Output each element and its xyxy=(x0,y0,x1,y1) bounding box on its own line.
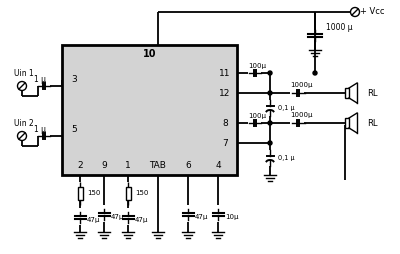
Text: 2: 2 xyxy=(77,161,83,169)
Text: 100μ: 100μ xyxy=(248,113,266,119)
Text: 1000μ: 1000μ xyxy=(290,82,312,88)
Text: 47μ: 47μ xyxy=(87,217,100,223)
Text: 1 μ: 1 μ xyxy=(34,124,46,134)
Bar xyxy=(345,88,349,98)
Text: 10: 10 xyxy=(143,49,156,59)
Circle shape xyxy=(350,8,360,17)
Bar xyxy=(62,45,237,175)
Circle shape xyxy=(268,91,272,95)
Text: 10μ: 10μ xyxy=(225,214,238,220)
Text: 47μ: 47μ xyxy=(111,214,124,220)
Text: RL: RL xyxy=(367,119,378,128)
Text: 11: 11 xyxy=(219,69,231,77)
Text: 150: 150 xyxy=(135,190,148,196)
Bar xyxy=(345,118,349,128)
Circle shape xyxy=(268,121,272,125)
Circle shape xyxy=(268,141,272,145)
Text: 0,1 μ: 0,1 μ xyxy=(278,155,295,161)
Text: 8: 8 xyxy=(222,119,228,128)
Bar xyxy=(126,186,130,199)
Text: + Vcc: + Vcc xyxy=(360,8,384,17)
Text: 4: 4 xyxy=(215,161,221,169)
Text: 47μ: 47μ xyxy=(195,214,208,220)
Text: 7: 7 xyxy=(222,138,228,148)
Text: 100μ: 100μ xyxy=(248,63,266,69)
Circle shape xyxy=(18,82,26,90)
Text: TAB: TAB xyxy=(150,161,166,169)
Text: 1 μ: 1 μ xyxy=(34,74,46,84)
Text: Uin 2: Uin 2 xyxy=(14,119,34,129)
Text: Uin 1: Uin 1 xyxy=(14,70,34,78)
Text: 6: 6 xyxy=(185,161,191,169)
Text: 0,1 μ: 0,1 μ xyxy=(278,105,295,111)
Text: 5: 5 xyxy=(71,125,77,135)
Text: 1: 1 xyxy=(125,161,131,169)
Text: 9: 9 xyxy=(101,161,107,169)
Text: 3: 3 xyxy=(71,75,77,85)
Circle shape xyxy=(18,132,26,140)
Text: 1000 μ: 1000 μ xyxy=(326,24,353,33)
Bar xyxy=(78,186,82,199)
Text: 12: 12 xyxy=(219,88,231,98)
Text: RL: RL xyxy=(367,88,378,98)
Text: 47μ: 47μ xyxy=(135,217,148,223)
Text: 150: 150 xyxy=(87,190,100,196)
Circle shape xyxy=(268,71,272,75)
Circle shape xyxy=(313,71,317,75)
Text: 1000μ: 1000μ xyxy=(290,112,312,118)
